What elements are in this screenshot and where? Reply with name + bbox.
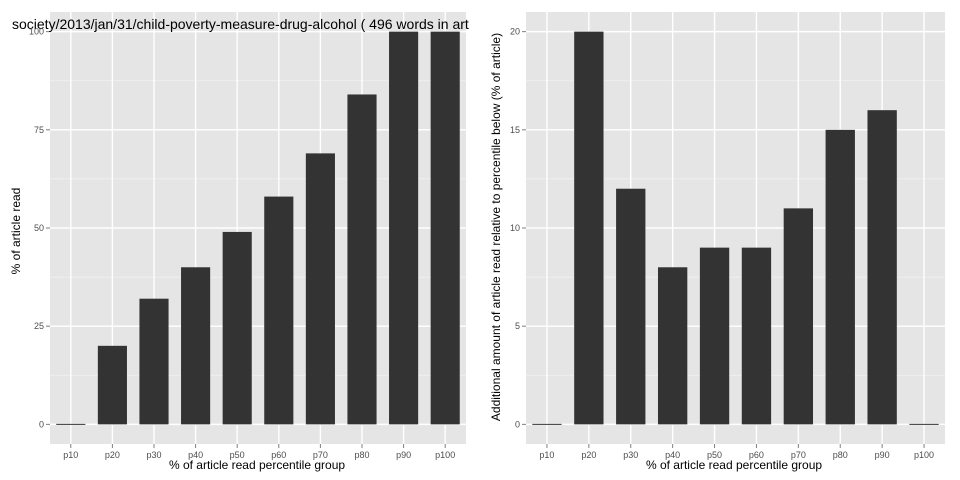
x-axis-label: % of article read percentile group — [646, 458, 822, 472]
x-tick-label: p30 — [146, 450, 161, 460]
y-tick-label: 0 — [39, 419, 44, 429]
x-tick-label: p80 — [354, 450, 369, 460]
bar-p100 — [909, 423, 939, 425]
bar-p50 — [699, 247, 730, 425]
x-tick-label: p50 — [707, 450, 722, 460]
bar-p40 — [657, 267, 688, 425]
bar-p60 — [741, 247, 772, 425]
chart-percent-read: society/2013/jan/31/child-poverty-measur… — [9, 12, 469, 472]
x-tick-label: p70 — [791, 450, 806, 460]
bar-p90 — [389, 31, 419, 425]
bar-p10 — [532, 423, 562, 425]
x-tick-label: p80 — [833, 450, 848, 460]
x-tick-label: p70 — [313, 450, 328, 460]
x-tick-label: p20 — [105, 450, 120, 460]
x-tick-label: p10 — [63, 450, 78, 460]
x-tick-label: p30 — [623, 450, 638, 460]
bar-p70 — [783, 208, 814, 425]
x-tick-label: p50 — [230, 450, 245, 460]
y-tick-label: 75 — [34, 125, 44, 135]
x-tick-label: p90 — [396, 450, 411, 460]
bar-p100 — [430, 31, 460, 425]
x-tick-label: p60 — [749, 450, 764, 460]
y-tick-label: 0 — [515, 419, 520, 429]
bar-p70 — [305, 153, 335, 425]
bar-p10 — [56, 423, 86, 425]
bar-p50 — [222, 231, 252, 425]
x-tick-label: p20 — [581, 450, 596, 460]
bar-p20 — [574, 31, 604, 425]
y-tick-label: 15 — [510, 125, 520, 135]
bar-p40 — [181, 267, 211, 425]
x-tick-label: p60 — [271, 450, 286, 460]
bar-p60 — [264, 196, 294, 425]
y-axis-label: Additional amount of article read relati… — [489, 33, 503, 421]
x-tick-label: p100 — [914, 450, 934, 460]
chart-title: society/2013/jan/31/child-poverty-measur… — [12, 16, 469, 32]
bar-p80 — [825, 129, 855, 425]
x-tick-label: p90 — [875, 450, 890, 460]
x-tick-label: p40 — [665, 450, 680, 460]
y-tick-label: 20 — [510, 27, 520, 37]
y-tick-label: 25 — [34, 321, 44, 331]
y-tick-label: 50 — [34, 223, 44, 233]
y-tick-label: 100 — [29, 27, 44, 37]
x-tick-label: p100 — [435, 450, 455, 460]
x-tick-label: p40 — [188, 450, 203, 460]
y-tick-label: 10 — [510, 223, 520, 233]
bar-p80 — [347, 94, 377, 425]
y-axis-label: % of article read — [9, 188, 23, 275]
bar-p20 — [97, 345, 127, 425]
x-axis-label: % of article read percentile group — [169, 458, 345, 472]
chart-additional-read: % of article read percentile group Addit… — [489, 12, 945, 472]
bar-p30 — [139, 298, 169, 425]
y-tick-label: 5 — [515, 321, 520, 331]
bar-p30 — [616, 188, 646, 425]
x-tick-label: p10 — [539, 450, 554, 460]
bar-p90 — [867, 110, 897, 425]
